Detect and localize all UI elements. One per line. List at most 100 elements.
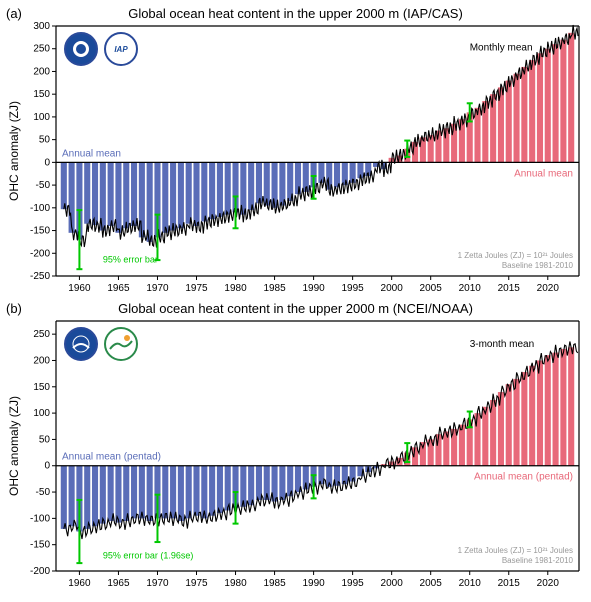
svg-text:1965: 1965 — [107, 578, 130, 589]
svg-text:1980: 1980 — [224, 578, 247, 589]
svg-text:1975: 1975 — [185, 578, 208, 589]
panel-title-b: Global ocean heat content in the upper 2… — [4, 301, 587, 316]
logo-noaa-icon — [64, 327, 98, 361]
bar — [84, 466, 90, 529]
bar — [342, 162, 348, 185]
svg-text:1960: 1960 — [68, 283, 91, 294]
chart-panel-b: (b) Global ocean heat content in the upp… — [4, 299, 587, 594]
bar — [193, 162, 199, 226]
svg-text:2015: 2015 — [498, 578, 521, 589]
svg-text:200: 200 — [33, 66, 50, 77]
svg-text:1990: 1990 — [302, 283, 325, 294]
svg-text:-50: -50 — [36, 180, 51, 191]
bar — [162, 466, 168, 519]
svg-text:50: 50 — [39, 135, 51, 146]
bar — [108, 466, 114, 521]
pos-series-label: Annual mean — [514, 168, 573, 179]
logo-ncei-icon — [104, 327, 138, 361]
note-joules: 1 Zetta Joules (ZJ) = 10²¹ Joules — [458, 251, 573, 260]
logo-iap-icon: IAP — [104, 32, 138, 66]
bar — [147, 466, 153, 521]
svg-text:1970: 1970 — [146, 283, 169, 294]
neg-series-label: Annual mean — [62, 148, 121, 159]
bar — [482, 407, 488, 466]
bar — [459, 119, 465, 162]
svg-text:1995: 1995 — [342, 578, 365, 589]
svg-text:1970: 1970 — [146, 578, 169, 589]
bar — [521, 67, 527, 162]
svg-text:-50: -50 — [36, 487, 51, 498]
bar — [178, 162, 184, 228]
bar — [272, 162, 278, 207]
svg-text:1985: 1985 — [263, 283, 286, 294]
bar — [521, 372, 527, 466]
svg-text:2015: 2015 — [498, 283, 521, 294]
svg-text:1985: 1985 — [263, 578, 286, 589]
line-label: 3-month mean — [470, 339, 534, 350]
line-label: Monthly mean — [470, 43, 533, 54]
bar — [514, 74, 520, 163]
bar — [537, 360, 543, 465]
svg-text:-100: -100 — [30, 203, 50, 214]
logo-cas-icon — [64, 32, 98, 66]
bar — [186, 162, 192, 223]
chart-panel-a: (a) Global ocean heat content in the upp… — [4, 4, 587, 299]
bar — [514, 379, 520, 466]
bar — [560, 40, 566, 163]
svg-text:0: 0 — [44, 461, 50, 472]
error-label: 95% error bar — [103, 254, 158, 264]
note-baseline: Baseline 1981-2010 — [502, 556, 574, 565]
panel-title-a: Global ocean heat content in the upper 2… — [4, 6, 587, 21]
svg-text:250: 250 — [33, 329, 50, 340]
bar — [225, 466, 231, 511]
svg-text:2020: 2020 — [537, 578, 560, 589]
neg-series-label: Annual mean (pentad) — [62, 452, 161, 463]
bar — [279, 466, 285, 500]
bar — [69, 466, 75, 527]
bar — [92, 162, 98, 225]
bar — [139, 466, 145, 519]
bar — [201, 466, 207, 519]
bar — [209, 466, 215, 516]
bar — [279, 162, 285, 205]
logos-a: IAP — [64, 32, 138, 66]
bar — [537, 53, 543, 162]
svg-text:250: 250 — [33, 44, 50, 55]
bar — [529, 366, 535, 466]
bar — [115, 466, 121, 523]
bar — [131, 162, 137, 226]
svg-text:150: 150 — [33, 382, 50, 393]
bar — [568, 33, 574, 163]
svg-text:-250: -250 — [30, 271, 50, 282]
bar — [84, 162, 90, 223]
bar — [506, 81, 512, 163]
svg-text:2005: 2005 — [420, 283, 443, 294]
svg-text:-150: -150 — [30, 226, 50, 237]
note-joules: 1 Zetta Joules (ZJ) = 10²¹ Joules — [458, 546, 573, 555]
bar — [162, 162, 168, 232]
bar — [186, 466, 192, 519]
bar — [295, 162, 301, 194]
bar — [474, 108, 480, 163]
y-axis-label: OHC anomaly (ZJ) — [7, 396, 21, 496]
svg-text:100: 100 — [33, 112, 50, 123]
bar — [256, 162, 262, 203]
bar — [420, 442, 426, 466]
bar — [490, 94, 496, 162]
svg-text:100: 100 — [33, 408, 50, 419]
bar — [506, 384, 512, 466]
svg-text:2010: 2010 — [459, 578, 482, 589]
svg-text:50: 50 — [39, 434, 51, 445]
svg-text:1990: 1990 — [302, 578, 325, 589]
bar — [553, 353, 559, 466]
svg-text:2000: 2000 — [381, 283, 404, 294]
bar — [248, 466, 254, 505]
bar — [92, 466, 98, 527]
bar — [61, 466, 67, 529]
bar — [123, 466, 129, 521]
bar — [545, 355, 551, 466]
svg-text:1975: 1975 — [185, 283, 208, 294]
svg-text:2000: 2000 — [381, 578, 404, 589]
y-axis-label: OHC anomaly (ZJ) — [7, 101, 21, 201]
bar — [287, 466, 293, 497]
